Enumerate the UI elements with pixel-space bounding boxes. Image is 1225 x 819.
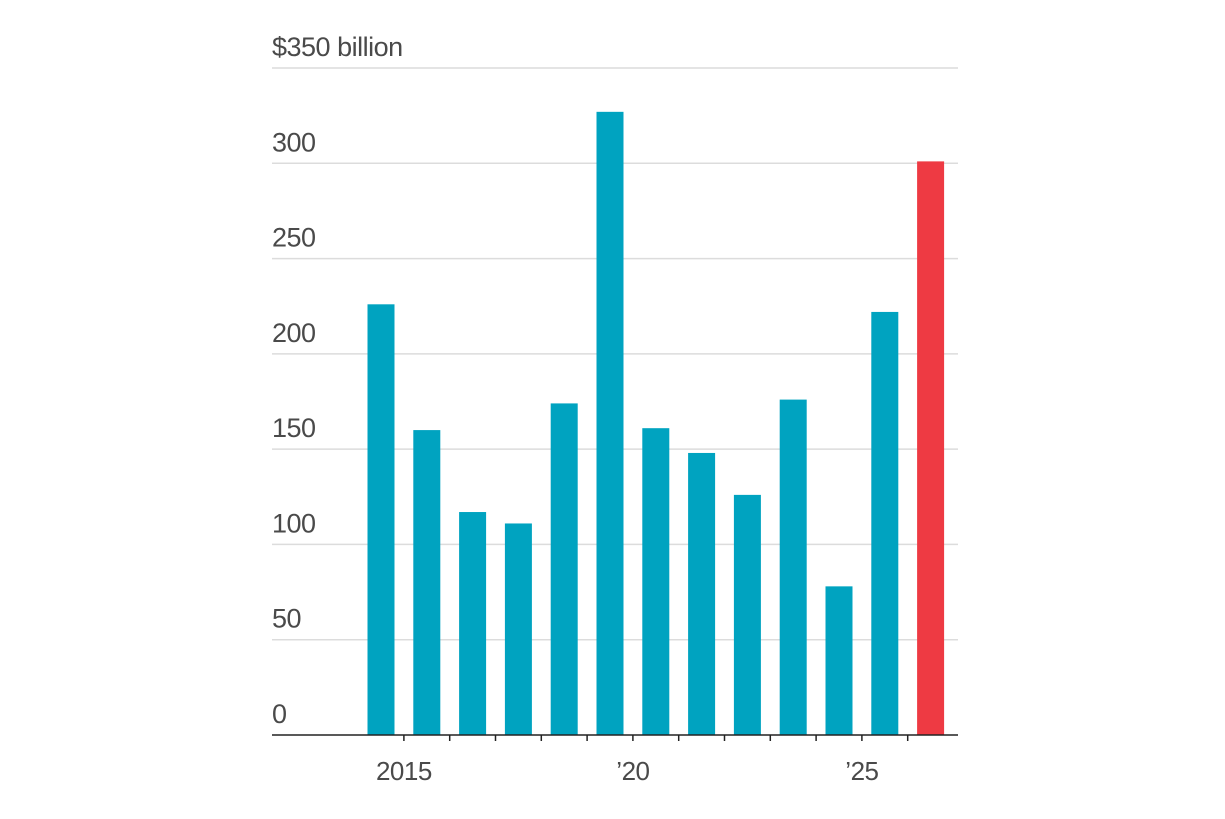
bar-2023 [779,399,807,735]
bar-2020 [642,428,670,735]
bar-2024 [825,586,853,735]
y-tick-label-200: 200 [272,318,316,348]
bars [367,111,945,736]
bar-2019 [596,111,624,736]
bar-2022 [733,494,761,735]
y-tick-label-50: 50 [272,604,301,634]
y-tick-label-300: 300 [272,127,316,157]
bar-2014 [367,304,395,735]
y-tick-label-100: 100 [272,508,316,538]
x-tick-label-2015: 2015 [376,756,432,786]
bar-2017 [504,523,532,735]
bar-2015 [413,430,441,735]
y-tick-label-350: $350 billion [272,32,403,62]
bar-2026 [917,161,945,735]
x-axis [272,734,958,741]
bar-2025 [871,311,899,735]
y-tick-label-150: 150 [272,413,316,443]
y-axis-labels: 0 50 100 150 200 250 300 $350 billion [272,32,403,729]
y-tick-label-250: 250 [272,223,316,253]
x-axis-labels: 2015 ’20 ’25 [376,756,879,786]
x-tick-label-2025: ’25 [845,756,878,786]
bar-2018 [550,403,578,735]
bar-2016 [459,512,487,735]
y-tick-label-0: 0 [272,699,287,729]
x-tick-label-2020: ’20 [616,756,649,786]
bar-2021 [688,452,716,735]
